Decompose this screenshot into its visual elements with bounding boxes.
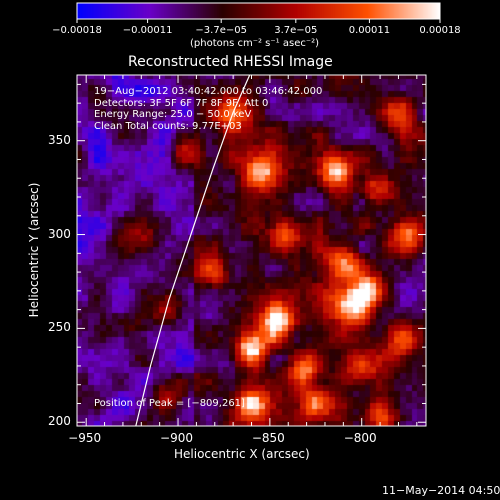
- peak-position-label: Position of Peak = [−809,261]: [94, 398, 245, 409]
- y-tick-label: 300: [48, 226, 71, 241]
- colorbar-unit-label: (photons cm⁻² s⁻¹ asec⁻²): [190, 38, 320, 49]
- colorbar-tick-label: 0.00011: [348, 25, 391, 36]
- footer-timestamp: 11−May−2014 04:50: [382, 484, 500, 497]
- colorbar-tick-label: −3.7e−05: [195, 25, 247, 36]
- x-tick-label: −950: [68, 431, 102, 445]
- colorbar-tick-label: −0.00018: [52, 25, 102, 36]
- colorbar-frame: [76, 2, 441, 20]
- colorbar-axis: [76, 2, 441, 23]
- y-axis-label: Heliocentric Y (arcsec): [27, 182, 41, 318]
- y-tick-label: 200: [48, 414, 71, 429]
- colorbar-tick-label: 0.00018: [419, 25, 461, 36]
- observation-info: 19−Aug−2012 03:40:42.000 to 03:46:42.000…: [94, 86, 322, 132]
- solar-limb-line: [135, 74, 251, 427]
- info-detectors: Detectors: 3F 5F 6F 7F 8F 9F, Att 0: [94, 97, 269, 109]
- x-tick-label: −900: [160, 431, 193, 445]
- y-tick-label: 350: [48, 132, 71, 147]
- y-tick-label: 250: [48, 320, 71, 335]
- x-axis-label: Heliocentric X (arcsec): [174, 447, 310, 461]
- heatmap-image: [77, 75, 426, 426]
- colorbar-tick-label: −0.00011: [122, 25, 173, 36]
- info-clean-counts: Clean Total counts: 9.77E+03: [94, 120, 242, 132]
- x-tick-label: −800: [343, 431, 377, 445]
- info-time-range: 19−Aug−2012 03:40:42.000 to 03:46:42.000: [94, 86, 323, 97]
- info-energy-range: Energy Range: 25.0 − 50.0 keV: [94, 109, 252, 120]
- x-tick-label: −850: [251, 431, 285, 445]
- colorbar: [77, 3, 440, 19]
- colorbar-tick-label: 3.7e−05: [274, 25, 318, 36]
- chart-title: Reconstructed RHESSI Image: [128, 54, 333, 70]
